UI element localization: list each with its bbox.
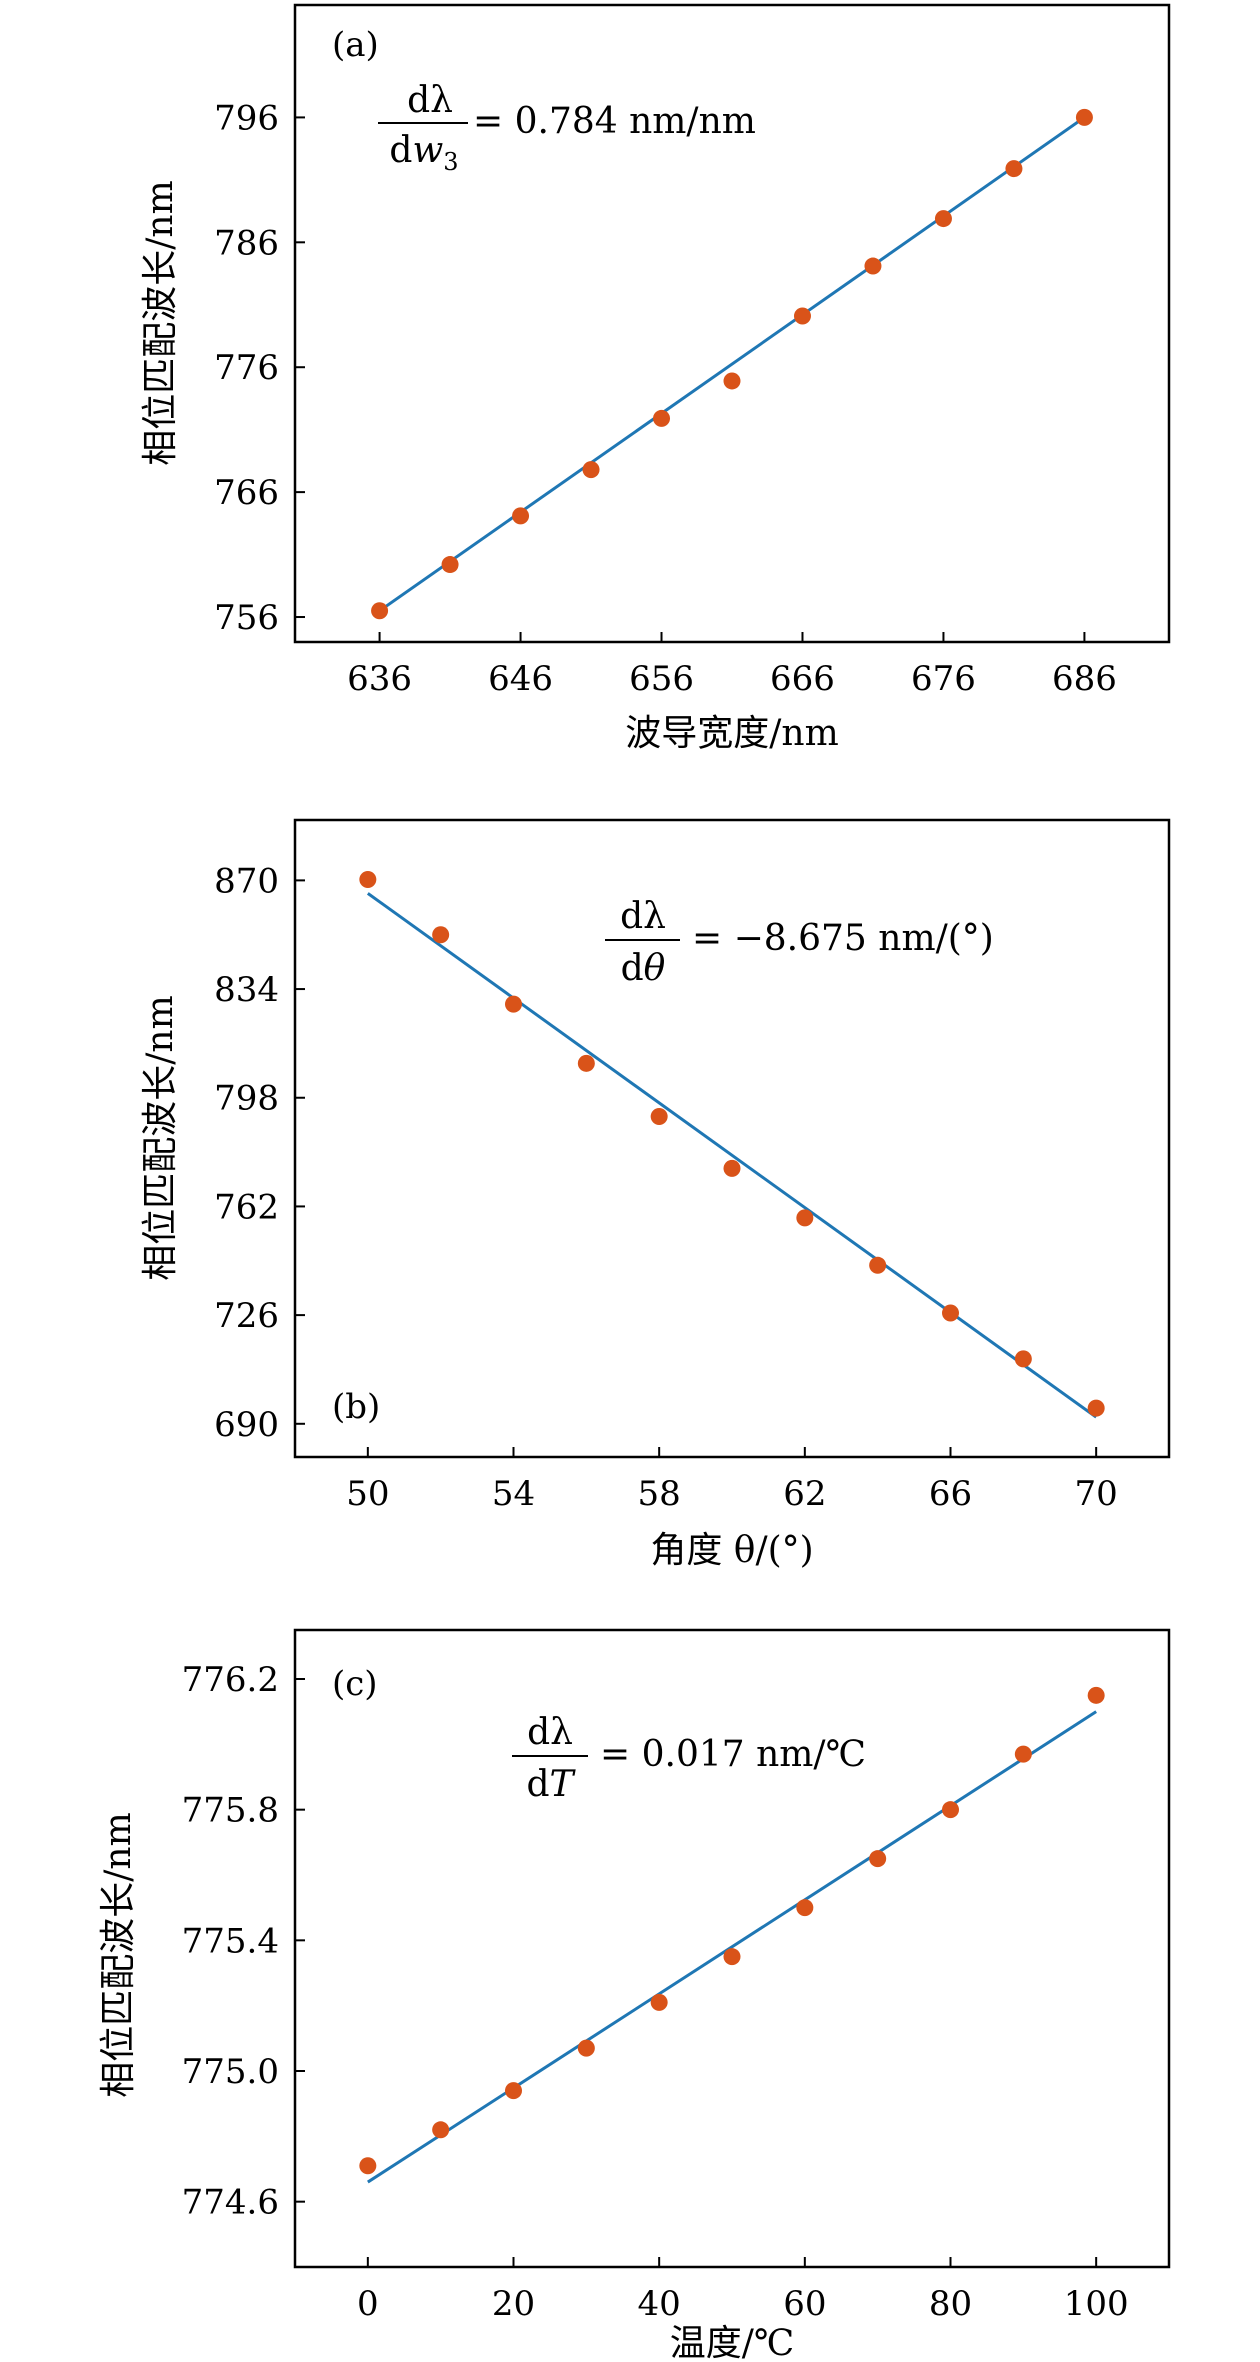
slope-value: = 0.784 nm/nm [473,101,756,142]
data-point [441,556,459,574]
plot-frame [293,818,1171,1459]
data-point [942,1801,959,1819]
data-point [1005,160,1023,178]
y-tick-label: 775.0 [182,2052,279,2092]
y-tick-label: 762 [214,1187,279,1227]
x-tick-label: 636 [347,659,412,699]
x-tick-label: 0 [357,2284,379,2324]
y-tick-label: 766 [214,473,279,513]
y-axis-title: 相位匹配波长/nm [140,180,181,465]
data-point [650,1993,668,2011]
slope-denominator: dw3 [389,130,458,176]
data-point [653,409,671,427]
data-point [796,1899,814,1917]
x-tick-label: 58 [638,1474,681,1514]
y-tick-label: 726 [214,1296,279,1336]
slope-annotation: dλ dw3 = 0.784 nm/nm [378,80,756,176]
data-point [650,1107,668,1125]
plot-frame [293,3,1171,644]
data-point [723,372,741,390]
data-point [942,1304,959,1322]
y-tick-label: 690 [214,1405,279,1445]
y-tick-label: 756 [214,598,279,638]
panel-label: (a) [332,25,379,65]
slope-denominator: dθ [621,948,666,989]
x-tick-label: 646 [488,659,553,699]
data-point [864,257,882,275]
data-point [723,1159,741,1177]
panel-label: (c) [332,1664,378,1704]
x-tick-label: 54 [492,1474,535,1514]
data-point [432,926,450,944]
x-tick-label: 656 [629,659,694,699]
y-tick-label: 796 [214,98,279,138]
y-tick-label: 834 [214,970,279,1010]
data-point [869,1256,887,1274]
data-point [359,2157,377,2175]
slope-value: = −8.675 nm/(°) [692,918,994,959]
panel-label: (b) [332,1387,380,1427]
y-tick-label: 786 [214,223,279,263]
data-point [796,1209,814,1227]
fit-line [366,892,1098,1419]
data-point [793,307,811,325]
x-tick-label: 60 [783,2284,826,2324]
y-tick-label: 776 [214,348,279,388]
data-point [1087,1399,1105,1417]
plot-frame [293,1628,1171,2269]
fit-line [367,1710,1097,2184]
x-tick-label: 80 [929,2284,972,2324]
x-tick-label: 686 [1052,659,1117,699]
x-axis-title: 波导宽度/nm [625,713,838,754]
x-axis-title: 温度/℃ [670,2323,794,2362]
y-tick-label: 870 [214,861,279,901]
data-point [505,995,522,1013]
y-tick-label: 775.8 [182,1791,279,1831]
x-tick-label: 62 [783,1474,826,1514]
data-point [359,870,377,888]
panel-b: 50 54 58 62 66 70 690 726 762 798 834 870 (b) 角度 θ… [140,818,1171,1571]
y-tick-label: 774.6 [182,2183,279,2223]
x-tick-label: 70 [1075,1474,1118,1514]
data-point [582,461,600,479]
slope-annotation: dλ dθ = −8.675 nm/(°) [605,896,994,989]
x-tick-label: 40 [638,2284,681,2324]
data-point [934,210,952,228]
y-tick-label: 798 [214,1079,279,1119]
y-axis-title: 相位匹配波长/nm [98,1812,139,2097]
slope-numerator: dλ [407,80,453,121]
x-axis-title: 角度 θ/(°) [650,1530,813,1571]
data-point [432,2121,450,2139]
x-tick-label: 50 [346,1474,389,1514]
slope-value: = 0.017 nm/℃ [600,1734,866,1775]
data-point [512,507,530,525]
data-point [577,2039,595,2057]
x-tick-label: 100 [1064,2284,1129,2324]
data-point [505,2082,522,2100]
y-tick-label: 776.2 [182,1660,279,1700]
x-tick-label: 66 [929,1474,972,1514]
data-point [1014,1745,1032,1763]
data-point [869,1850,887,1868]
x-tick-label: 666 [770,659,835,699]
fit-line [378,116,1086,613]
panel-a: 636 646 656 666 676 686 756 766 776 786 796 (a) 波… [140,3,1171,754]
x-tick-label: 676 [911,659,976,699]
slope-numerator: dλ [527,1712,573,1753]
slope-numerator: dλ [620,896,666,937]
data-point [1087,1686,1105,1704]
y-axis-title: 相位匹配波长/nm [140,995,181,1280]
data-point [1075,108,1093,126]
panel-c: 0 20 40 60 80 100 774.6 775.0 775.4 775.8 776.2 (… [98,1628,1171,2362]
y-tick-label: 775.4 [182,1921,279,1961]
data-point [371,602,389,620]
data-point [1014,1350,1032,1368]
x-tick-label: 20 [492,2284,535,2324]
slope-denominator: dT [526,1764,576,1805]
slope-annotation: dλ dT = 0.017 nm/℃ [512,1712,866,1805]
data-point [577,1054,595,1072]
data-point [723,1948,741,1966]
